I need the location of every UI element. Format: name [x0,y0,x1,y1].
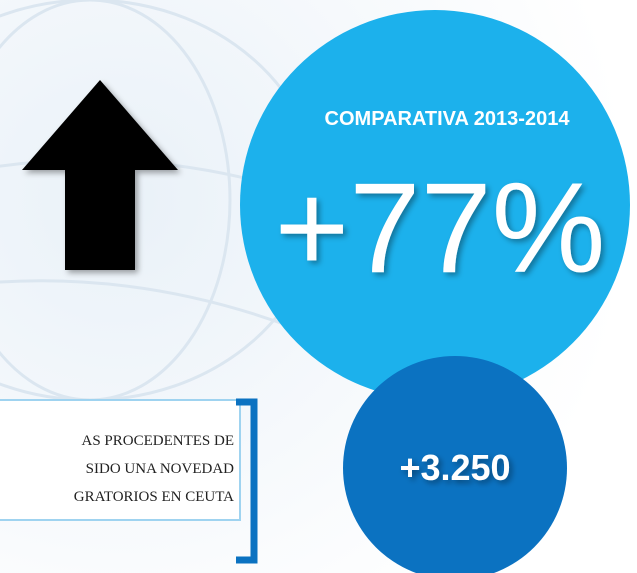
text-box [0,399,241,521]
bracket [236,398,258,564]
arrow-up [22,80,178,270]
text-line: AS PROCEDENTES DE [81,433,234,449]
big-circle-value: +77% [275,157,606,300]
big-circle [240,10,630,400]
text-line: SIDO UNA NOVEDAD [86,461,234,477]
small-circle [343,356,567,573]
small-circle-value: +3.250 [399,447,510,488]
text-line: GRATORIOS EN CEUTA [74,489,234,505]
big-circle-label: COMPARATIVA 2013-2014 [325,108,571,130]
